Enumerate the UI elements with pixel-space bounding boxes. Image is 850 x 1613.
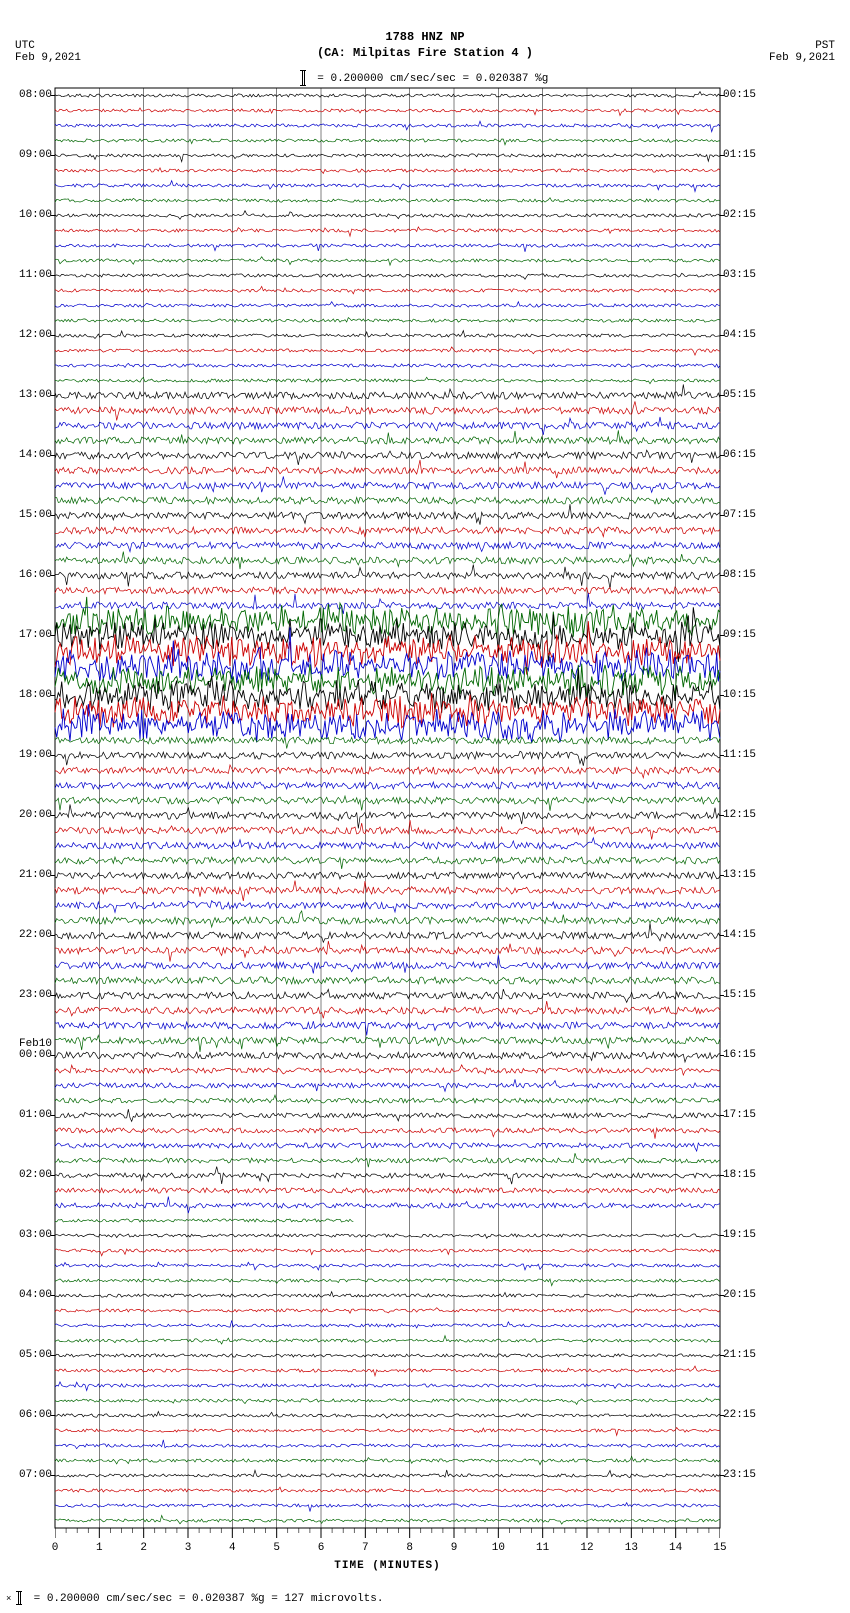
right-hour-label: 19:15 — [723, 1229, 756, 1241]
x-tick-label: 10 — [492, 1542, 505, 1554]
right-hour-label: 14:15 — [723, 929, 756, 941]
x-tick-label: 12 — [580, 1542, 593, 1554]
x-tick-label: 13 — [625, 1542, 638, 1554]
left-hour-label: 01:00 — [19, 1109, 52, 1121]
tz-left-tz: UTC — [15, 40, 81, 52]
right-hour-label: 10:15 — [723, 689, 756, 701]
x-tick-label: 15 — [713, 1542, 726, 1554]
scale-bar-icon — [302, 70, 305, 86]
right-hour-label: 12:15 — [723, 809, 756, 821]
x-tick-label: 1 — [96, 1542, 103, 1554]
left-hour-label: 04:00 — [19, 1289, 52, 1301]
right-hour-label: 07:15 — [723, 509, 756, 521]
plot-area — [55, 88, 720, 1528]
tz-right: PST Feb 9,2021 — [769, 40, 835, 64]
right-hour-label: 22:15 — [723, 1409, 756, 1421]
tz-left-date: Feb 9,2021 — [15, 52, 81, 64]
left-hour-label: 17:00 — [19, 629, 52, 641]
right-hour-label: 17:15 — [723, 1109, 756, 1121]
seismogram-svg — [55, 88, 720, 1528]
right-hour-label: 05:15 — [723, 389, 756, 401]
x-tick-label: 4 — [229, 1542, 236, 1554]
footer-text: = 0.200000 cm/sec/sec = 0.020387 %g = 12… — [34, 1593, 384, 1605]
left-hour-label: 21:00 — [19, 869, 52, 881]
x-tick-label: 14 — [669, 1542, 682, 1554]
left-hour-label: 07:00 — [19, 1469, 52, 1481]
x-axis-title: TIME (MINUTES) — [55, 1560, 720, 1572]
right-hour-label: 15:15 — [723, 989, 756, 1001]
tz-right-tz: PST — [769, 40, 835, 52]
right-hour-label: 09:15 — [723, 629, 756, 641]
x-tick-label: 5 — [273, 1542, 280, 1554]
x-tick-label: 9 — [451, 1542, 458, 1554]
left-hour-label: 19:00 — [19, 749, 52, 761]
station-id: 1788 HNZ NP — [0, 30, 850, 44]
right-hour-label: 08:15 — [723, 569, 756, 581]
right-hour-labels: 00:15 01:15 02:15 03:15 04:15 05:15 06:15 07:15… — [723, 88, 843, 1528]
tz-right-date: Feb 9,2021 — [769, 52, 835, 64]
right-hour-label: 21:15 — [723, 1349, 756, 1361]
x-tick-label: 3 — [185, 1542, 192, 1554]
seismogram-page: 1788 HNZ NP (CA: Milpitas Fire Station 4… — [0, 0, 850, 1613]
left-hour-label: 08:00 — [19, 89, 52, 101]
x-tick-label: 6 — [318, 1542, 325, 1554]
right-hour-label: 02:15 — [723, 209, 756, 221]
left-hour-label: 06:00 — [19, 1409, 52, 1421]
x-tick-label: 7 — [362, 1542, 369, 1554]
left-hour-label: 02:00 — [19, 1169, 52, 1181]
right-hour-label: 11:15 — [723, 749, 756, 761]
left-hour-label: 22:00 — [19, 929, 52, 941]
station-name: (CA: Milpitas Fire Station 4 ) — [0, 46, 850, 60]
left-hour-label: 10:00 — [19, 209, 52, 221]
tz-left: UTC Feb 9,2021 — [15, 40, 81, 64]
right-hour-label: 13:15 — [723, 869, 756, 881]
right-hour-label: 06:15 — [723, 449, 756, 461]
scale-bar-icon — [18, 1591, 21, 1605]
scale-legend: = 0.200000 cm/sec/sec = 0.020387 %g — [0, 70, 850, 86]
left-hour-label: 18:00 — [19, 689, 52, 701]
left-hour-label: 15:00 — [19, 509, 52, 521]
left-hour-label: 14:00 — [19, 449, 52, 461]
left-hour-label: 05:00 — [19, 1349, 52, 1361]
footer-scale: × = 0.200000 cm/sec/sec = 0.020387 %g = … — [6, 1591, 383, 1605]
left-hour-label: 23:00 — [19, 989, 52, 1001]
x-axis-ticks: 0123456789101112131415 — [55, 1528, 720, 1558]
left-hour-label: 13:00 — [19, 389, 52, 401]
x-axis: 0123456789101112131415 TIME (MINUTES) — [55, 1528, 720, 1572]
left-hour-label: 03:00 — [19, 1229, 52, 1241]
left-hour-label: 16:00 — [19, 569, 52, 581]
x-tick-label: 11 — [536, 1542, 549, 1554]
right-hour-label: 20:15 — [723, 1289, 756, 1301]
right-hour-label: 16:15 — [723, 1049, 756, 1061]
x-tick-label: 2 — [140, 1542, 147, 1554]
right-hour-label: 01:15 — [723, 149, 756, 161]
right-hour-label: 23:15 — [723, 1469, 756, 1481]
left-hour-label: 09:00 — [19, 149, 52, 161]
x-tick-label: 8 — [406, 1542, 413, 1554]
footer-prefix: × — [6, 1594, 11, 1604]
scale-text: = 0.200000 cm/sec/sec = 0.020387 %g — [317, 73, 548, 85]
left-hour-label: 11:00 — [19, 269, 52, 281]
right-hour-label: 04:15 — [723, 329, 756, 341]
header: 1788 HNZ NP (CA: Milpitas Fire Station 4… — [0, 30, 850, 60]
x-tick-label: 0 — [52, 1542, 59, 1554]
right-hour-label: 00:15 — [723, 89, 756, 101]
left-hour-label: 12:00 — [19, 329, 52, 341]
right-hour-label: 18:15 — [723, 1169, 756, 1181]
left-hour-labels: 08:00 09:00 10:00 11:00 12:00 13:00 14:00 15:00… — [0, 88, 52, 1528]
left-hour-label: 20:00 — [19, 809, 52, 821]
left-hour-label: 00:00 — [19, 1049, 52, 1061]
right-hour-label: 03:15 — [723, 269, 756, 281]
